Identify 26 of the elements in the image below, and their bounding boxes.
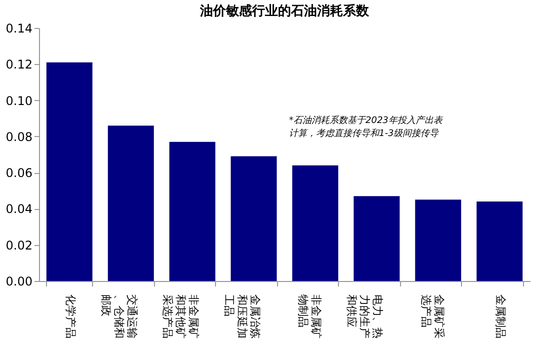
bar (476, 201, 523, 281)
y-tick-label: 0.04 (6, 202, 32, 216)
y-tick-label: 0.02 (6, 238, 32, 252)
bar (46, 62, 92, 281)
bar (169, 142, 216, 281)
x-tick-label: 非金属矿物制品 (296, 294, 323, 338)
y-tick-label: 0.06 (6, 166, 32, 180)
x-tick-label: 金属制品 (494, 294, 508, 338)
bar (292, 165, 338, 281)
x-tick-label: 非金属矿和其他矿采选产品 (160, 294, 200, 338)
x-tick-label: 金属矿采选产品 (420, 294, 446, 338)
y-tick-label: 0.00 (6, 274, 32, 288)
annotation: *石油消耗系数基于2023年投入产出表计算，考虑直接传导和1-3级间接传导 (289, 115, 444, 139)
y-tick-label: 0.12 (6, 58, 32, 72)
y-tick-label: 0.14 (6, 22, 32, 36)
chart-title: 油价敏感行业的石油消耗系数 (199, 3, 370, 19)
bar (354, 196, 400, 281)
x-tick-label: 交通运输、仓储和邮政 (99, 294, 138, 338)
y-tick-label: 0.08 (6, 130, 32, 144)
x-tick-label: 电力、热力的生产和供应 (345, 294, 384, 338)
x-tick-label: 金属冶炼和压延加工品 (222, 294, 262, 338)
y-tick-label: 0.10 (6, 94, 32, 108)
x-tick-label: 化学产品 (64, 294, 77, 338)
bar (230, 156, 277, 281)
bar (415, 200, 462, 281)
bar (108, 126, 154, 281)
